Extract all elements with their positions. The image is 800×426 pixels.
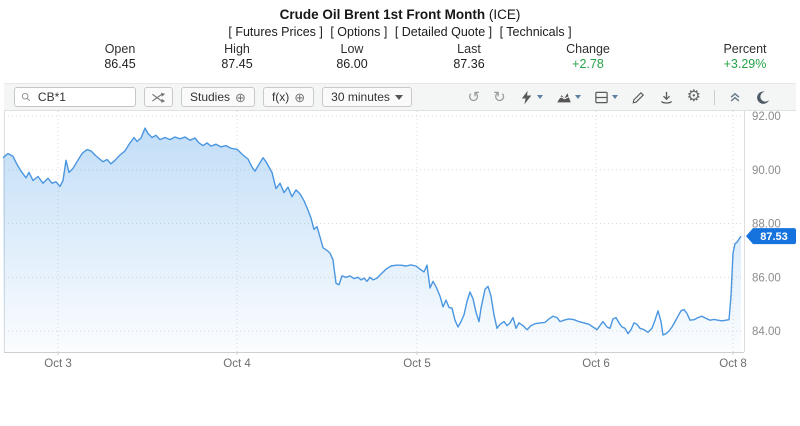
redo-button[interactable]: ↻ [493, 90, 506, 105]
stat-open-value: 86.45 [104, 57, 136, 71]
pencil-icon [632, 91, 644, 103]
undo-icon: ↺ [467, 88, 481, 106]
y-axis-label: 90.00 [752, 165, 781, 177]
stat-high-label: High [224, 42, 250, 56]
stat-open: Open 86.45 [104, 42, 135, 71]
chart-type-dropdown[interactable] [556, 90, 581, 105]
stat-low-label: Low [340, 42, 364, 56]
compare-icon [152, 92, 166, 103]
stat-open-label: Open [104, 42, 136, 56]
fx-button[interactable]: f(x) ⊕ [262, 87, 315, 107]
link-options[interactable]: [ Options ] [330, 25, 388, 39]
link-detailed-quote[interactable]: [ Detailed Quote ] [394, 25, 493, 39]
stat-high-value: 87.45 [221, 57, 253, 71]
plus-circle-icon: ⊕ [235, 89, 246, 105]
draw-button[interactable] [631, 90, 646, 105]
interval-label: 30 minutes [331, 90, 390, 104]
symbol-input[interactable] [35, 89, 129, 105]
plus-circle-icon: ⊕ [294, 89, 306, 105]
y-axis-label: 88.00 [752, 219, 781, 231]
link-technicals[interactable]: [ Technicals ] [499, 25, 572, 39]
y-axis-label: 84.00 [752, 326, 781, 338]
compare-button[interactable] [144, 87, 173, 107]
toolbar-divider [714, 89, 715, 105]
download-icon [660, 91, 672, 104]
instrument-name: Crude Oil Brent 1st Front Month [279, 7, 486, 22]
stat-low: Low 86.00 [336, 42, 367, 71]
chevron-down-icon [574, 95, 581, 99]
y-axis-label: 92.00 [752, 111, 781, 123]
interval-dropdown[interactable]: 30 minutes [322, 87, 412, 107]
stat-last: Last 87.36 [453, 42, 484, 71]
collapse-button[interactable] [728, 90, 742, 104]
studies-button[interactable]: Studies ⊕ [181, 87, 255, 107]
layout-dropdown[interactable] [594, 90, 618, 105]
theme-toggle-button[interactable] [755, 90, 770, 105]
chevron-down-icon [611, 95, 618, 99]
mountain-chart-icon [556, 92, 571, 102]
stat-change: Change +2.78 [566, 42, 610, 71]
stat-change-label: Change [566, 42, 610, 56]
redo-icon: ↻ [493, 88, 506, 106]
price-line [2, 127, 742, 336]
stat-percent-value: +3.29% [723, 57, 767, 71]
lightning-icon [521, 90, 532, 104]
stat-percent: Percent +3.29% [723, 42, 766, 71]
double-chevron-up-icon [730, 92, 740, 102]
price-chart-canvas[interactable]: 92.00 90.00 88.00 86.00 84.00 Oct 3 Oct 4 Oct 5… [0, 105, 800, 395]
x-axis-label: Oct 6 [582, 358, 609, 370]
quote-stats-row: Open 86.45 High 87.45 Low 86.00 Last 87.… [0, 42, 800, 76]
moon-icon [757, 90, 770, 104]
price-area-fill [3, 128, 741, 352]
stat-high: High 87.45 [221, 42, 252, 71]
stat-last-label: Last [457, 42, 481, 56]
search-icon [21, 92, 31, 102]
layout-grid-icon [594, 91, 608, 103]
x-axis-label: Oct 5 [403, 358, 430, 370]
last-price-badge [746, 228, 796, 245]
download-button[interactable] [659, 90, 674, 105]
chevron-down-icon [394, 94, 403, 100]
chart-toolbar: Studies ⊕ f(x) ⊕ 30 minutes ↺ ↻ [4, 83, 796, 111]
last-price-value: 87.53 [760, 231, 788, 243]
gear-icon: ⚙ [686, 88, 701, 105]
quote-header: Crude Oil Brent 1st Front Month (ICE) [ … [0, 7, 800, 39]
stat-change-value: +2.78 [572, 57, 604, 71]
chart-tools: ↺ ↻ [468, 89, 787, 105]
x-axis-label: Oct 4 [223, 358, 251, 370]
x-axis-label: Oct 8 [719, 358, 746, 370]
exchange-name: (ICE) [488, 7, 521, 22]
symbol-search-box[interactable] [14, 87, 136, 107]
quote-links: [ Futures Prices ] [ Options ] [ Detaile… [0, 25, 800, 39]
link-futures-prices[interactable]: [ Futures Prices ] [228, 25, 323, 39]
settings-button[interactable]: ⚙ [687, 89, 701, 105]
stat-percent-label: Percent [723, 42, 767, 56]
y-axis-label: 86.00 [752, 272, 781, 284]
undo-button[interactable]: ↺ [468, 90, 481, 105]
studies-label: Studies [190, 90, 231, 104]
stat-low-value: 86.00 [336, 57, 368, 71]
fx-label: f(x) [271, 90, 290, 104]
chevron-down-icon [536, 95, 543, 99]
events-dropdown[interactable] [519, 90, 543, 105]
page-title: Crude Oil Brent 1st Front Month (ICE) [0, 7, 800, 22]
x-axis-label: Oct 3 [44, 358, 71, 370]
stat-last-value: 87.36 [453, 57, 485, 71]
